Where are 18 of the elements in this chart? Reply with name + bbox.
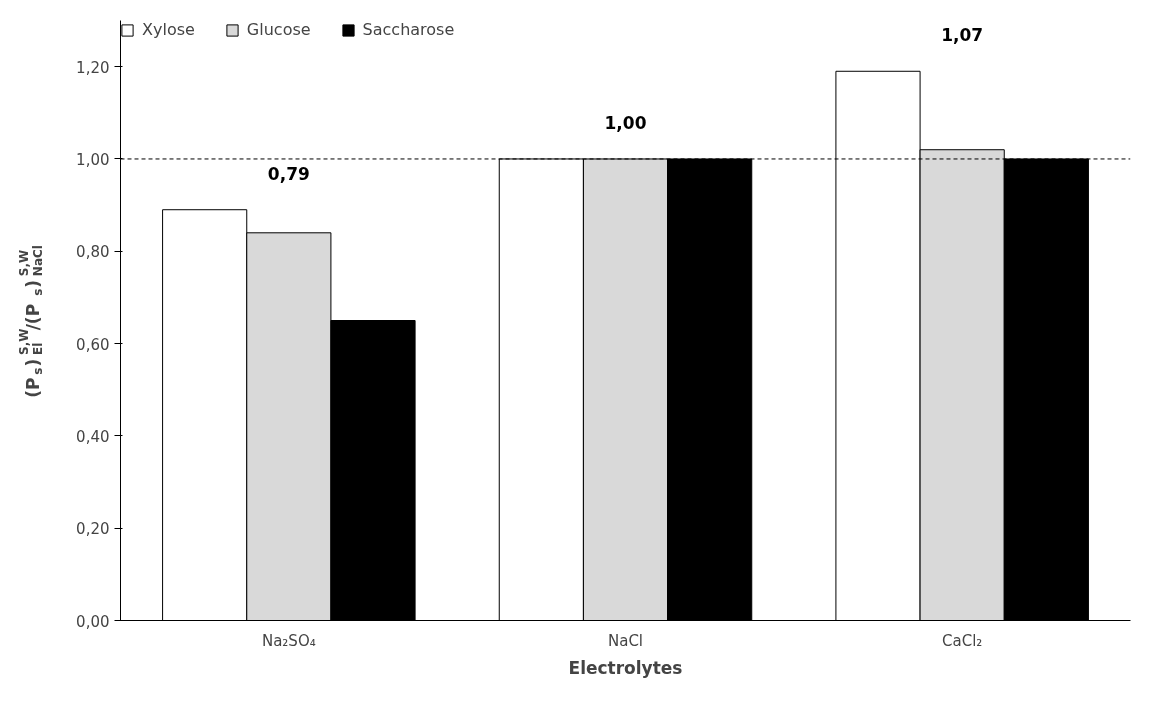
x-tick-label: CaCl₂ [942,631,983,650]
legend-label: Saccharose [362,20,455,39]
x-tick-label: Na₂SO₄ [261,631,316,650]
annotation: 0,79 [267,163,310,184]
y-tick-label: 0,40 [76,427,110,446]
y-tick-label: 0,20 [76,520,110,539]
y-tick-label: 0,80 [76,243,110,262]
y-tick-label: 0,60 [76,335,110,354]
x-tick-label: NaCl [607,631,644,650]
text: (Ps)S,WEl/(Ps)S,WNaCl [16,245,45,398]
legend-label: Glucose [246,20,311,39]
annotation: 1,00 [604,112,647,133]
y-tick-label: 1,00 [76,150,110,169]
x-axis-title: Electrolytes [568,657,683,678]
annotation: 1,07 [941,25,984,46]
y-tick-label: 0,00 [76,612,110,631]
y-tick-label: 1,20 [76,58,110,77]
legend-label: Xylose [142,20,195,39]
